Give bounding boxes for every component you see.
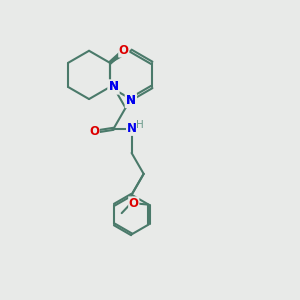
Text: N: N <box>126 94 136 107</box>
Text: H: H <box>136 120 144 130</box>
Text: N: N <box>126 94 136 107</box>
Text: N: N <box>127 122 136 135</box>
Text: O: O <box>89 125 99 138</box>
Text: O: O <box>119 44 129 57</box>
Text: N: N <box>109 80 118 94</box>
Text: O: O <box>129 197 139 210</box>
Text: N: N <box>109 80 118 94</box>
